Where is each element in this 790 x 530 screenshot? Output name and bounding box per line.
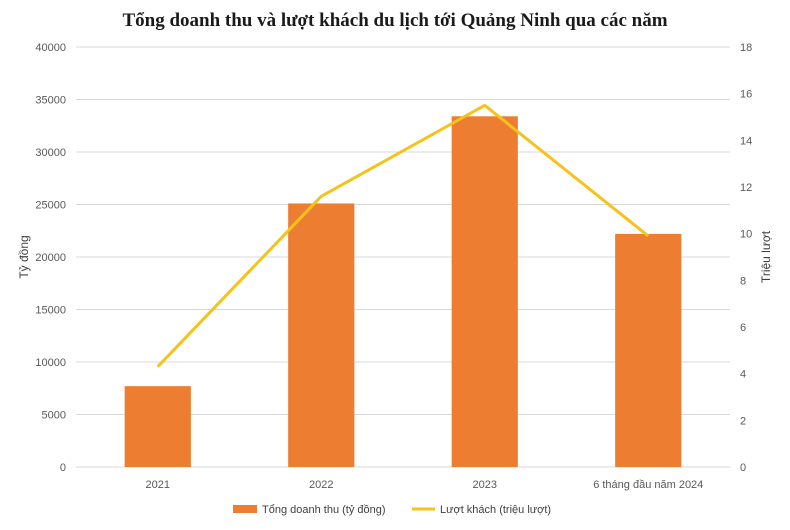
- chart-title: Tổng doanh thu và lượt khách du lịch tới…: [122, 10, 667, 31]
- y-tick-label: 15000: [35, 305, 66, 317]
- y2-tick-label: 2: [740, 415, 746, 427]
- line-path: [156, 103, 650, 368]
- right-axis-label: Triệu lượt: [759, 230, 773, 283]
- y2-tick-label: 10: [740, 229, 752, 241]
- y2-tick-label: 18: [740, 42, 752, 54]
- bar: [615, 233, 682, 467]
- bar-series: [124, 116, 682, 468]
- left-axis-ticks: 0 5000 10000 15000 20000 25000 30000 35000 40000: [35, 42, 66, 474]
- x-tick-label: 6 tháng đầu năm 2024: [593, 479, 703, 491]
- y2-tick-label: 12: [740, 182, 752, 194]
- x-tick-label: 2021: [146, 479, 170, 491]
- y-tick-label: 35000: [35, 95, 66, 107]
- y-tick-label: 30000: [35, 147, 66, 159]
- left-axis-label: Tỷ đồng: [17, 235, 31, 278]
- y-tick-label: 5000: [42, 410, 66, 422]
- y-tick-label: 0: [60, 462, 66, 474]
- y-tick-label: 40000: [35, 42, 66, 54]
- y-tick-label: 25000: [35, 200, 66, 212]
- x-axis-ticks: 2021 2022 2023 6 tháng đầu năm 2024: [146, 479, 704, 491]
- y2-tick-label: 8: [740, 275, 746, 287]
- bar: [288, 203, 355, 467]
- y2-tick-label: 4: [740, 369, 746, 381]
- x-tick-label: 2023: [473, 479, 497, 491]
- y2-tick-label: 6: [740, 322, 746, 334]
- right-axis-ticks: 0 2 4 6 8 10 12 14 16 18: [740, 42, 752, 474]
- bar: [451, 116, 518, 468]
- y2-tick-label: 14: [740, 135, 752, 147]
- legend-bar-swatch: [233, 505, 257, 513]
- legend-line-label: Lượt khách (triệu lượt): [440, 504, 551, 516]
- y-tick-label: 10000: [35, 357, 66, 369]
- x-tick-label: 2022: [309, 479, 333, 491]
- y2-tick-label: 0: [740, 462, 746, 474]
- legend: Tổng doanh thu (tỷ đồng) Lượt khách (tri…: [233, 504, 551, 516]
- y-tick-label: 20000: [35, 252, 66, 264]
- y2-tick-label: 16: [740, 89, 752, 101]
- bar: [124, 386, 191, 467]
- line-series: [156, 103, 650, 368]
- legend-bar-label: Tổng doanh thu (tỷ đồng): [262, 504, 386, 516]
